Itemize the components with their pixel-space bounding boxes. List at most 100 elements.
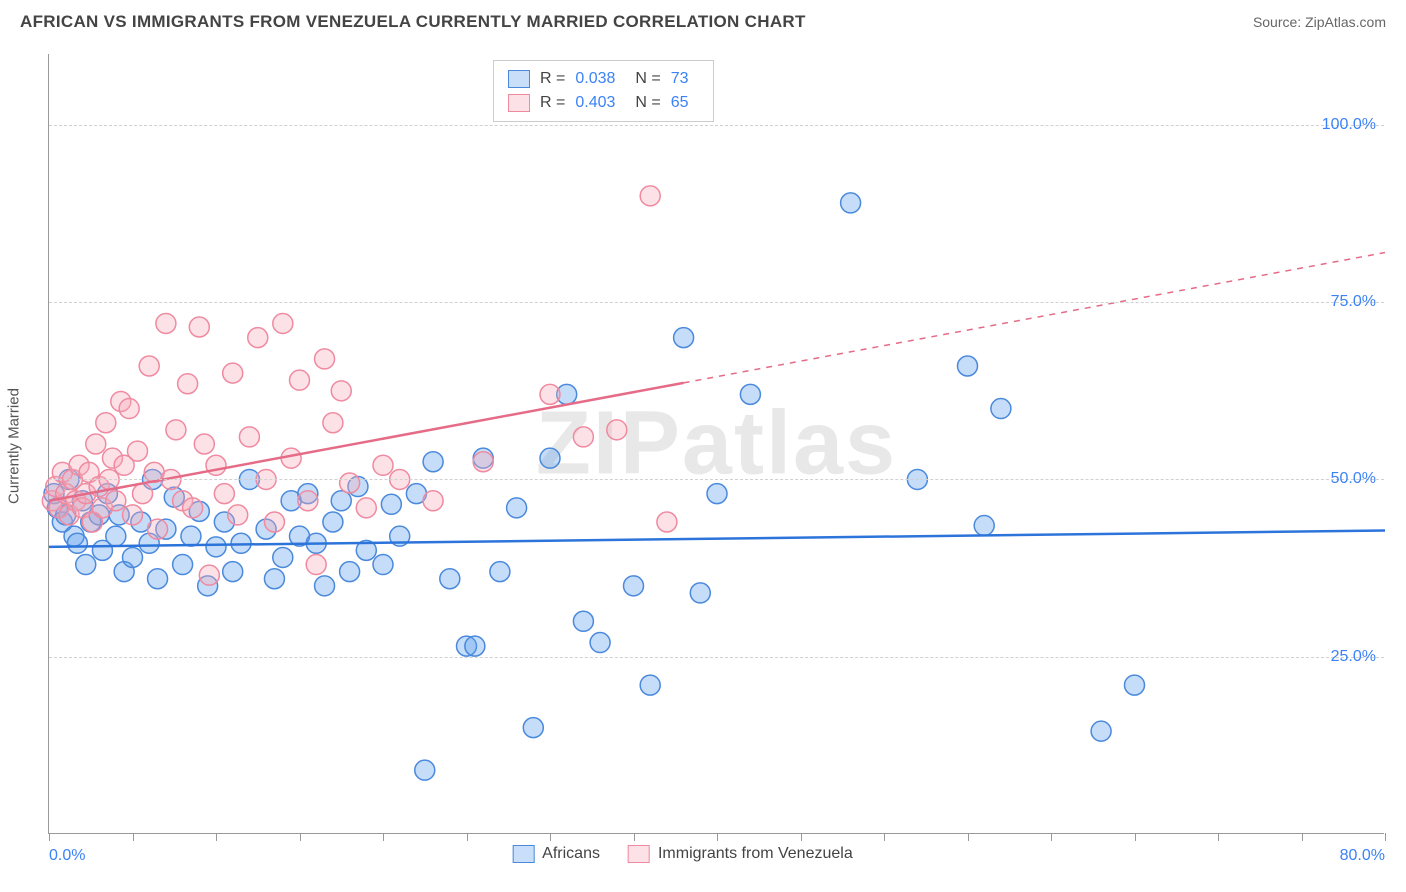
scatter-point xyxy=(306,555,326,575)
scatter-point xyxy=(76,555,96,575)
x-tick xyxy=(300,833,301,841)
scatter-point xyxy=(540,448,560,468)
source-name: ZipAtlas.com xyxy=(1305,14,1386,30)
scatter-point xyxy=(373,555,393,575)
scatter-point xyxy=(273,313,293,333)
x-tick xyxy=(1218,833,1219,841)
r-value: 0.403 xyxy=(575,91,615,115)
scatter-point xyxy=(139,356,159,376)
scatter-point xyxy=(228,505,248,525)
series-legend: Africans Immigrants from Venezuela xyxy=(512,845,853,863)
x-tick xyxy=(383,833,384,841)
gridline xyxy=(49,479,1384,480)
correlation-legend-row: R =0.038N =73 xyxy=(508,67,699,91)
x-tick xyxy=(1135,833,1136,841)
scatter-point xyxy=(264,512,284,532)
scatter-point xyxy=(248,328,268,348)
legend-swatch xyxy=(508,94,530,112)
source-label: Source: xyxy=(1253,14,1305,30)
scatter-point xyxy=(958,356,978,376)
scatter-point xyxy=(156,313,176,333)
scatter-point xyxy=(323,413,343,433)
legend-label: Africans xyxy=(542,845,600,863)
scatter-point xyxy=(573,611,593,631)
scatter-point xyxy=(298,491,318,511)
legend-swatch xyxy=(628,845,650,863)
x-tick-label: 80.0% xyxy=(1340,847,1385,865)
scatter-point xyxy=(128,441,148,461)
scatter-point xyxy=(523,718,543,738)
legend-swatch xyxy=(508,70,530,88)
scatter-point xyxy=(106,526,126,546)
x-tick xyxy=(467,833,468,841)
legend-label: Immigrants from Venezuela xyxy=(658,845,853,863)
scatter-point xyxy=(331,381,351,401)
scatter-point xyxy=(340,562,360,582)
scatter-point xyxy=(214,484,234,504)
scatter-point xyxy=(465,636,485,656)
scatter-point xyxy=(674,328,694,348)
scatter-point xyxy=(707,484,727,504)
scatter-point xyxy=(181,526,201,546)
scatter-point xyxy=(540,384,560,404)
x-tick xyxy=(49,833,50,841)
scatter-point xyxy=(148,569,168,589)
scatter-point xyxy=(331,491,351,511)
scatter-point xyxy=(841,193,861,213)
scatter-point xyxy=(473,452,493,472)
x-tick xyxy=(1051,833,1052,841)
correlation-legend-row: R =0.403N =65 xyxy=(508,91,699,115)
scatter-point xyxy=(415,760,435,780)
scatter-point xyxy=(148,519,168,539)
scatter-point xyxy=(1091,721,1111,741)
scatter-point xyxy=(106,491,126,511)
x-tick xyxy=(216,833,217,841)
scatter-point xyxy=(381,494,401,514)
y-axis-title: Currently Married xyxy=(6,388,23,504)
scatter-point xyxy=(123,505,143,525)
n-label: N = xyxy=(635,67,660,91)
y-tick-label: 50.0% xyxy=(1331,470,1376,488)
gridline xyxy=(49,657,1384,658)
scatter-point xyxy=(96,413,116,433)
scatter-point xyxy=(86,434,106,454)
x-tick-label: 0.0% xyxy=(49,847,85,865)
trend-line-extrapolated xyxy=(684,253,1385,383)
x-tick xyxy=(968,833,969,841)
scatter-point xyxy=(740,384,760,404)
scatter-point xyxy=(223,562,243,582)
r-value: 0.038 xyxy=(575,67,615,91)
scatter-point xyxy=(423,491,443,511)
x-tick xyxy=(1385,833,1386,841)
scatter-point xyxy=(423,452,443,472)
n-value: 65 xyxy=(671,91,689,115)
scatter-point xyxy=(183,498,203,518)
y-tick-label: 75.0% xyxy=(1331,293,1376,311)
scatter-point xyxy=(264,569,284,589)
scatter-point xyxy=(119,399,139,419)
x-tick xyxy=(884,833,885,841)
scatter-point xyxy=(323,512,343,532)
scatter-point xyxy=(1125,675,1145,695)
gridline xyxy=(49,302,1384,303)
scatter-point xyxy=(590,633,610,653)
x-tick xyxy=(550,833,551,841)
legend-swatch xyxy=(512,845,534,863)
scatter-point xyxy=(356,498,376,518)
scatter-point xyxy=(690,583,710,603)
scatter-point xyxy=(166,420,186,440)
chart-svg xyxy=(49,54,1384,833)
scatter-point xyxy=(239,427,259,447)
scatter-point xyxy=(490,562,510,582)
scatter-point xyxy=(657,512,677,532)
scatter-point xyxy=(315,576,335,596)
scatter-point xyxy=(194,434,214,454)
x-tick xyxy=(1302,833,1303,841)
scatter-point xyxy=(133,484,153,504)
scatter-point xyxy=(290,370,310,390)
scatter-point xyxy=(223,363,243,383)
scatter-point xyxy=(173,555,193,575)
y-tick-label: 25.0% xyxy=(1331,648,1376,666)
legend-item: Africans xyxy=(512,845,600,863)
source-attribution: Source: ZipAtlas.com xyxy=(1253,14,1386,30)
